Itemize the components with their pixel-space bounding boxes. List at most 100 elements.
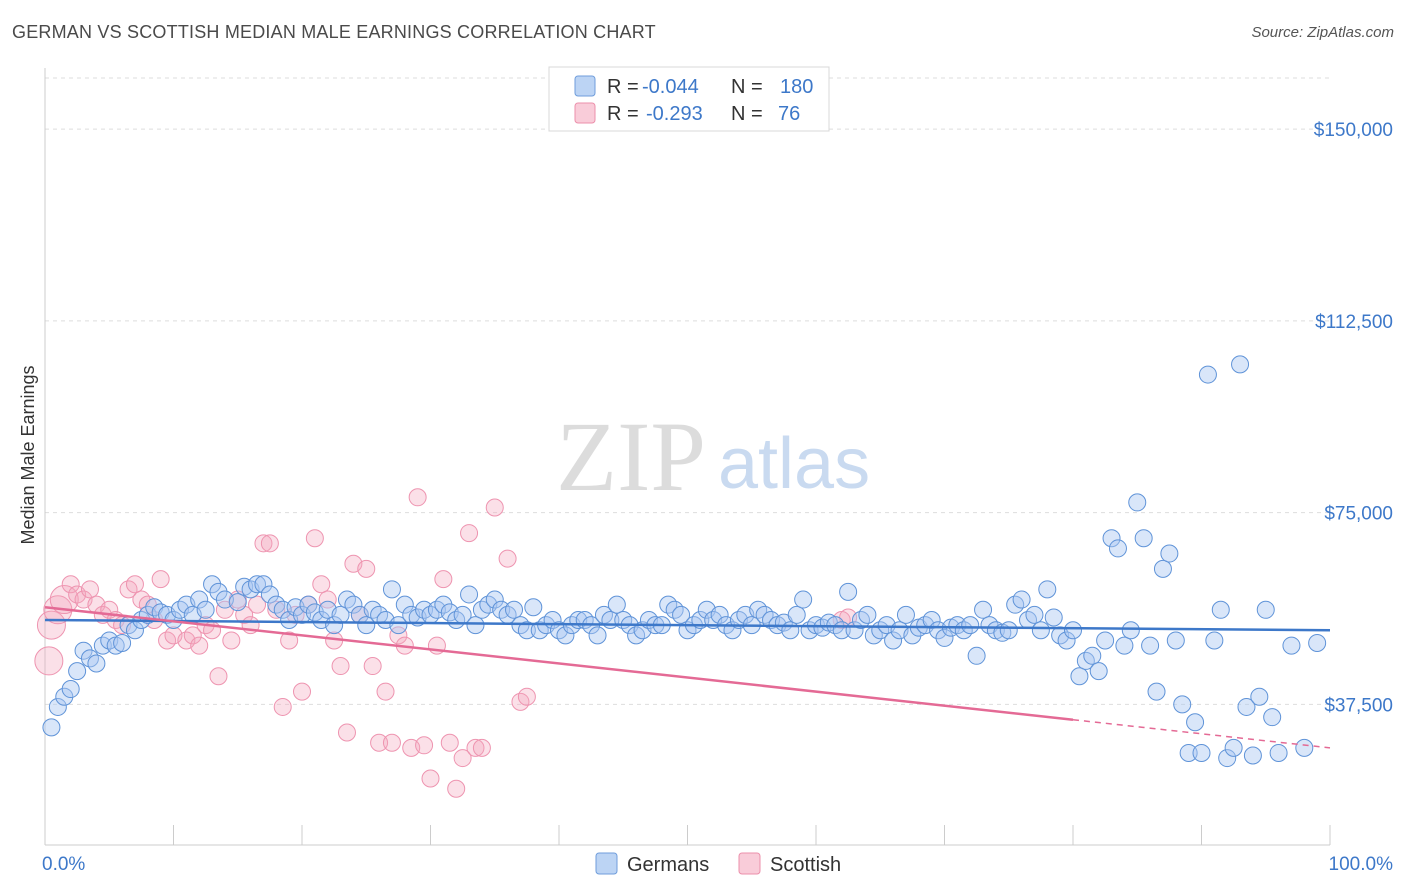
- axes: [44, 68, 1331, 846]
- german-point: [1128, 493, 1147, 512]
- german-point: [190, 590, 209, 609]
- german-point: [1263, 708, 1282, 727]
- german-point: [1173, 695, 1192, 714]
- legend-n-label: N =: [731, 76, 763, 98]
- watermark-zip: ZIP: [556, 401, 706, 512]
- scottish-point: [273, 697, 292, 716]
- german-point: [48, 697, 67, 716]
- x-tick-labels: 0.0% 100.0%: [42, 854, 1393, 875]
- series-legend: Germans Scottish: [595, 852, 841, 876]
- german-point: [1044, 608, 1063, 627]
- legend-r-value-germans: -0.044: [642, 76, 699, 98]
- german-point: [1115, 636, 1134, 655]
- legend-label-scottish: Scottish: [770, 854, 841, 876]
- german-point: [1243, 746, 1262, 765]
- german-point: [395, 595, 414, 614]
- german-point: [1038, 580, 1057, 599]
- german-point: [1308, 634, 1327, 653]
- legend-swatch-germans: [595, 852, 618, 875]
- scottish-point: [466, 738, 485, 757]
- trend-lines: [44, 605, 1331, 749]
- german-point: [299, 595, 318, 614]
- german-point: [967, 646, 986, 665]
- german-point: [357, 616, 376, 635]
- german-point: [1121, 621, 1140, 640]
- german-point: [1134, 529, 1153, 548]
- scottish-point: [260, 534, 279, 553]
- german-point: [1153, 559, 1172, 578]
- y-tick-label: $75,000: [1324, 504, 1393, 525]
- legend-n-value-scottish: 76: [778, 103, 800, 125]
- german-point: [794, 590, 813, 609]
- german-point: [1141, 636, 1160, 655]
- y-tick-label: $112,500: [1315, 312, 1393, 333]
- german-point: [935, 628, 954, 647]
- scottish-point: [254, 534, 273, 553]
- german-point: [1179, 743, 1198, 762]
- scottish-point: [440, 733, 459, 752]
- legend-label-germans: Germans: [627, 854, 709, 876]
- scottish-point: [447, 779, 466, 798]
- german-point: [1198, 365, 1217, 384]
- german-point: [1070, 667, 1089, 686]
- german-point: [524, 598, 543, 617]
- german-point: [344, 595, 363, 614]
- german-trend-line: [44, 618, 1331, 632]
- german-point: [839, 582, 858, 601]
- german-point: [1282, 636, 1301, 655]
- german-point: [1031, 621, 1050, 640]
- german-point: [781, 621, 800, 640]
- scottish-point: [382, 733, 401, 752]
- german-point: [1218, 749, 1237, 768]
- german-point: [87, 654, 106, 673]
- german-point: [389, 616, 408, 635]
- german-point: [1231, 355, 1250, 374]
- german-point: [607, 595, 626, 614]
- scottish-point: [415, 736, 434, 755]
- german-point: [1083, 646, 1102, 665]
- german-point: [1250, 687, 1269, 706]
- german-points: [42, 355, 1327, 768]
- german-point: [1108, 539, 1127, 558]
- german-point: [325, 616, 344, 635]
- scottish-point: [190, 636, 209, 655]
- scottish-point: [222, 631, 241, 650]
- german-point: [203, 575, 222, 594]
- german-point: [1269, 743, 1288, 762]
- german-point: [209, 582, 228, 601]
- german-point: [74, 641, 93, 660]
- german-point: [434, 595, 453, 614]
- scottish-point: [331, 657, 350, 676]
- y-tick-label: $150,000: [1314, 120, 1393, 141]
- scottish-point: [434, 570, 453, 589]
- german-point: [556, 626, 575, 645]
- scottish-point: [472, 738, 491, 757]
- y-tick-label: $37,500: [1324, 695, 1393, 716]
- german-point: [999, 621, 1018, 640]
- scottish-point: [389, 626, 408, 645]
- german-point: [1192, 743, 1211, 762]
- correlation-legend: R = -0.044 N = 180 R = -0.293 N = 76: [548, 66, 830, 132]
- german-point: [1057, 631, 1076, 650]
- german-point: [1205, 631, 1224, 650]
- legend-swatch-scottish: [738, 852, 761, 875]
- german-point: [787, 605, 806, 624]
- scottish-point: [376, 682, 395, 701]
- x-tick-label: 0.0%: [42, 854, 85, 875]
- x-tick-label: 100.0%: [1329, 854, 1394, 875]
- scottish-point: [318, 590, 337, 609]
- german-point: [1102, 529, 1121, 548]
- german-point: [1166, 631, 1185, 650]
- german-point: [1147, 682, 1166, 701]
- scottish-point: [370, 733, 389, 752]
- german-point: [460, 585, 479, 604]
- scottish-point: [460, 524, 479, 543]
- german-point: [42, 718, 61, 737]
- scottish-point: [293, 682, 311, 701]
- german-point: [1295, 738, 1314, 757]
- scottish-point: [312, 575, 331, 594]
- scottish-point: [34, 646, 64, 676]
- scottish-point: [305, 529, 324, 548]
- scottish-point: [125, 575, 144, 594]
